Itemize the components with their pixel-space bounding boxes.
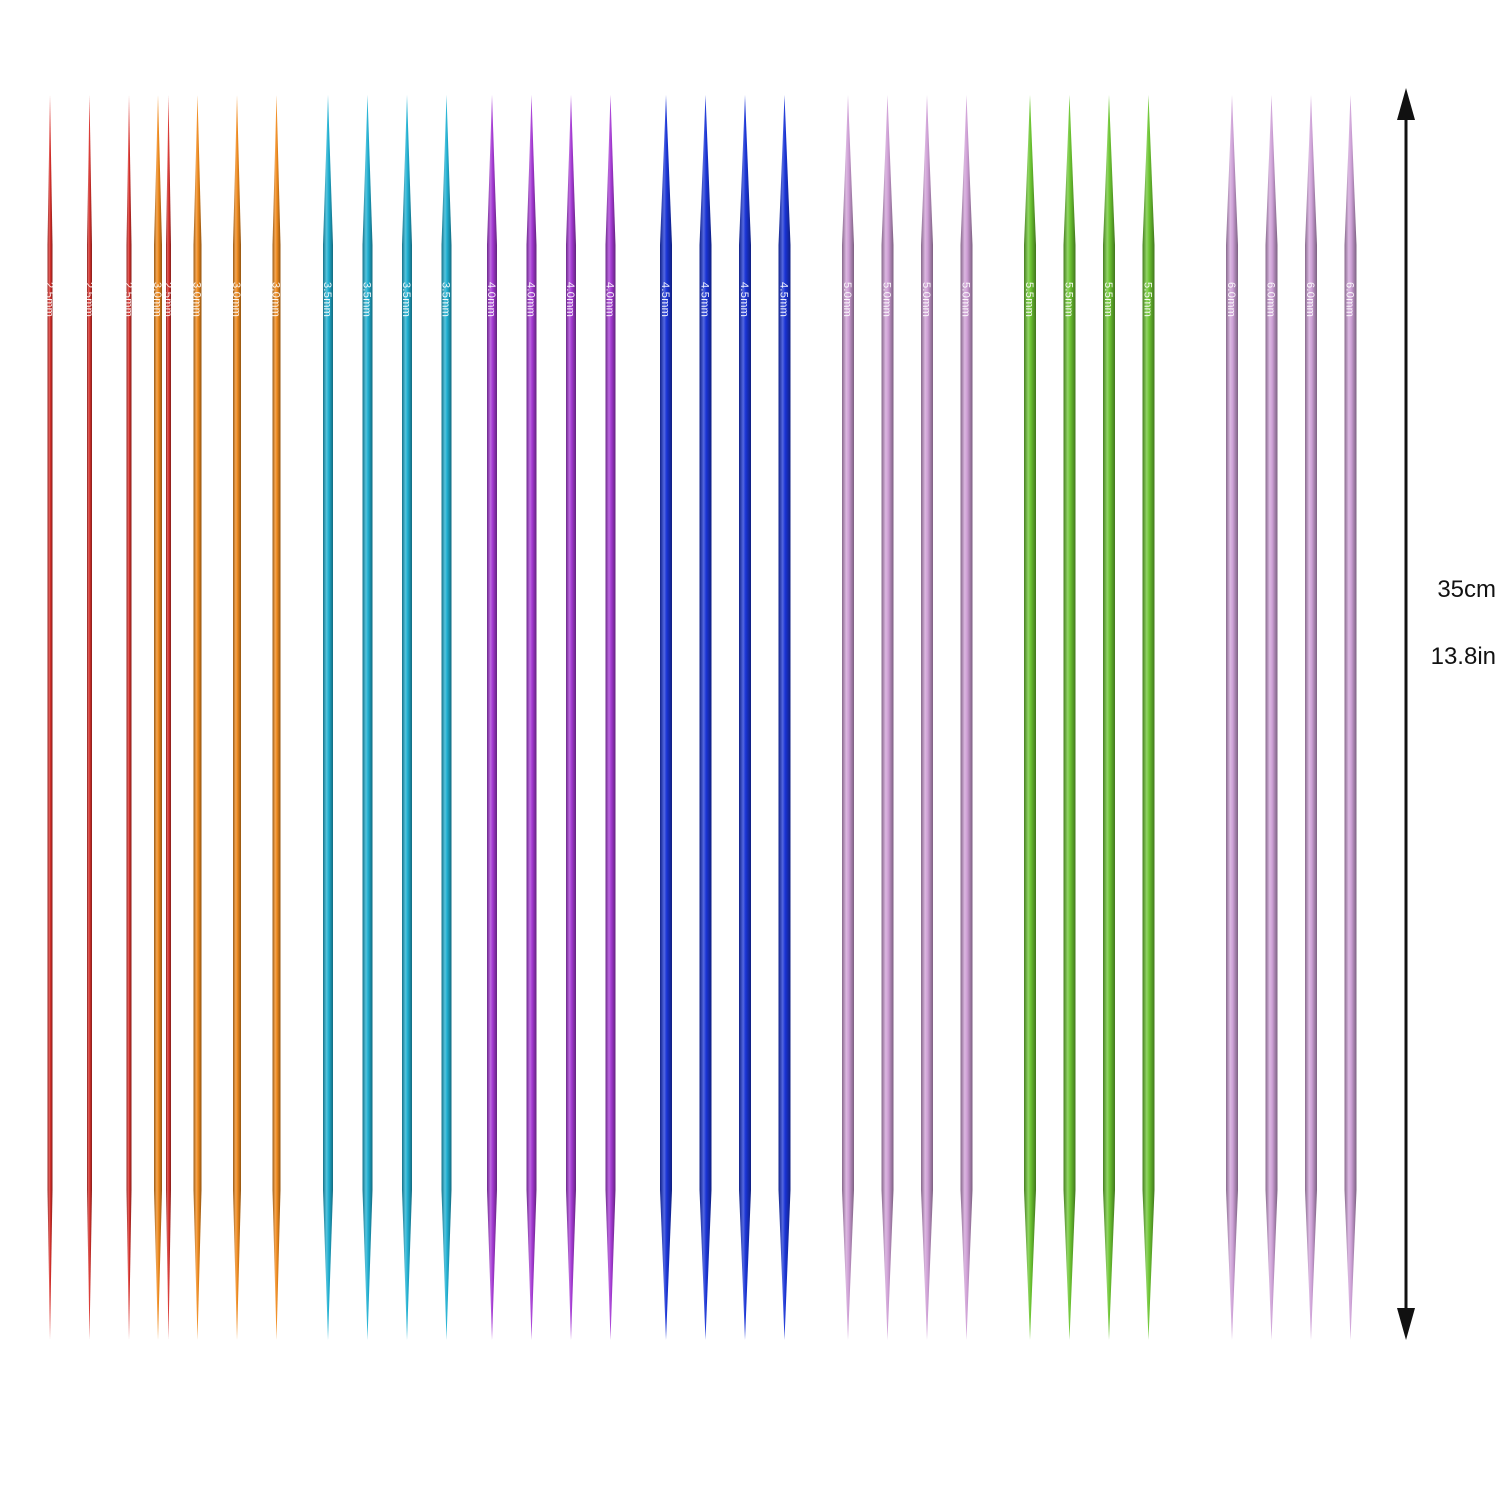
knitting-needle [166,95,171,1340]
knitting-needle [842,95,854,1340]
knitting-needle [87,95,92,1340]
needle-size-label: 4.0mm [564,282,576,317]
needle-size-label: 5.5mm [1142,282,1154,317]
needle-size-label: 3.0mm [270,282,282,317]
knitting-needle [605,95,616,1340]
needle-size-label: 6.0mm [1225,282,1237,317]
knitting-needle [1226,95,1238,1340]
needle-size-label: 5.5mm [1023,282,1035,317]
needle-group: 2.5mm 2.5mm 2.5mm 2.5mm [43,95,174,1340]
knitting-needle [441,95,452,1340]
needle-size-label: 6.0mm [1344,282,1356,317]
needle-size-label: 5.0mm [960,282,972,317]
knitting-needle [126,95,132,1340]
knitting-needle [1063,95,1076,1340]
needle-size-label: 4.5mm [699,282,711,317]
needle-size-label: 5.5mm [1102,282,1114,317]
needle-group: 6.0mm 6.0mm 6.0mm 6.0mm [1225,95,1357,1340]
length-in-label: 13.8in [1430,643,1496,670]
needle-size-label: 5.0mm [881,282,893,317]
needle-size-label: 2.5mm [162,282,174,317]
needle-size-label: 4.0mm [525,282,537,317]
needle-size-label: 3.5mm [400,282,412,317]
knitting-needle [921,95,933,1340]
needle-size-label: 2.5mm [122,282,134,317]
knitting-needle [402,95,412,1340]
knitting-needle [660,95,672,1340]
needle-size-label: 4.0mm [485,282,497,317]
knitting-needle [1103,95,1115,1340]
needle-group: 5.5mm 5.5mm 5.5mm 5.5mm [1023,95,1155,1340]
needle-group: 3.0mm 3.0mm 3.0mm 3.0mm [151,95,282,1340]
arrow-head-top-icon [1397,88,1415,120]
needle-size-label: 3.5mm [361,282,373,317]
knitting-needle [272,95,281,1340]
knitting-needle [154,95,162,1340]
needle-group: 4.5mm 4.5mm 4.5mm 4.5mm [659,95,791,1340]
knitting-needle [1142,95,1155,1340]
knitting-needle [1344,95,1357,1340]
needle-group: 4.0mm 4.0mm 4.0mm 4.0mm [485,95,616,1340]
needle-size-label: 5.5mm [1063,282,1075,317]
needle-size-label: 4.5mm [659,282,671,317]
needle-size-label: 5.0mm [920,282,932,317]
knitting-needle [699,95,712,1340]
knitting-needle [362,95,373,1340]
needle-size-label: 3.0mm [230,282,242,317]
knitting-needle [778,95,791,1340]
length-cm-label: 35cm [1437,576,1496,603]
knitting-needle [323,95,333,1340]
knitting-needle [487,95,497,1340]
knitting-needle [960,95,973,1340]
length-dimension-arrow [1397,88,1415,1340]
needle-size-label: 6.0mm [1304,282,1316,317]
needle-group: 5.0mm 5.0mm 5.0mm 5.0mm [841,95,973,1340]
needle-size-label: 3.0mm [191,282,203,317]
arrow-head-bottom-icon [1397,1308,1415,1340]
knitting-needle [739,95,751,1340]
knitting-needle [1265,95,1278,1340]
needle-size-label: 3.5mm [440,282,452,317]
knitting-needle [1305,95,1317,1340]
needle-size-label: 2.5mm [83,282,95,317]
knitting-needle [1024,95,1036,1340]
knitting-needle [47,95,53,1340]
needle-size-label: 6.0mm [1265,282,1277,317]
knitting-needle [566,95,576,1340]
needle-group: 3.5mm 3.5mm 3.5mm 3.5mm [321,95,452,1340]
needle-size-label: 4.5mm [738,282,750,317]
needle-size-label: 4.5mm [778,282,790,317]
needle-size-label: 5.0mm [841,282,853,317]
knitting-needle [193,95,202,1340]
needle-size-label: 3.5mm [321,282,333,317]
knitting-needle [881,95,894,1340]
needle-size-label: 2.5mm [43,282,55,317]
needle-size-label: 3.0mm [151,282,163,317]
knitting-needle [526,95,537,1340]
knitting-needle [233,95,241,1340]
needle-size-label: 4.0mm [604,282,616,317]
